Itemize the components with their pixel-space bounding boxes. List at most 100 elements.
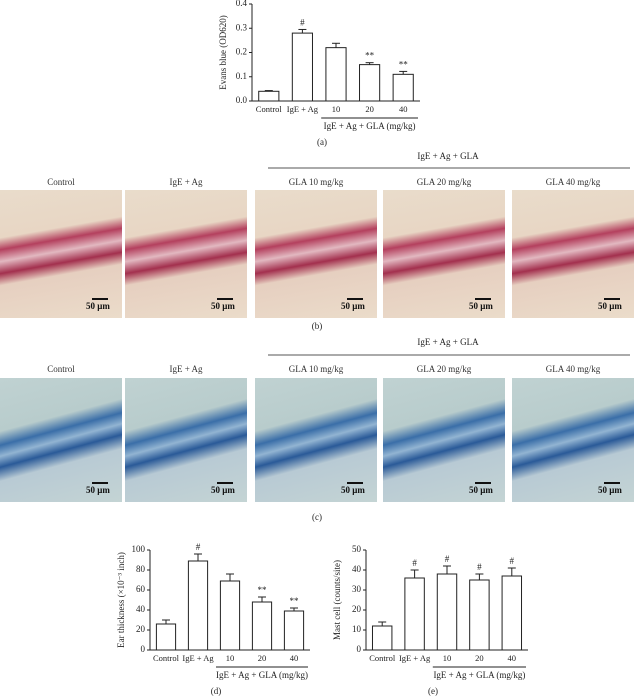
x-tick-label: 20 — [475, 653, 484, 663]
x-tick-label: 10 — [332, 104, 341, 114]
significance: # — [510, 556, 515, 566]
scale-label: 50 μm — [211, 485, 235, 495]
x-tick-label: 20 — [258, 653, 267, 663]
bar — [404, 577, 425, 651]
y-axis-label: Ear thickness (×10⁻³ inch) — [116, 552, 126, 648]
micrograph — [0, 190, 122, 318]
image-title: IgE + Ag — [169, 364, 203, 374]
x-tick-label: 40 — [290, 653, 299, 663]
bar — [359, 64, 381, 102]
significance: ** — [290, 596, 300, 606]
y-tick-label: 0.3 — [236, 22, 248, 32]
scale-bar — [347, 482, 363, 484]
y-tick-label: 100 — [132, 544, 146, 554]
group-label: IgE + Ag + GLA (mg/kg) — [433, 670, 525, 680]
bar — [219, 580, 241, 651]
scale-label: 50 μm — [341, 301, 365, 311]
bar — [392, 73, 414, 102]
x-tick-label: IgE + Ag — [182, 653, 214, 663]
scale-bar — [92, 298, 108, 300]
bar — [501, 575, 523, 651]
panel-label: (a) — [317, 137, 327, 147]
y-tick-label: 50 — [352, 544, 362, 554]
micrograph — [0, 378, 122, 502]
x-tick-label: 40 — [508, 653, 517, 663]
x-tick-label: 40 — [399, 104, 408, 114]
image-title: Control — [47, 177, 75, 187]
significance: # — [477, 562, 482, 572]
y-tick-label: 0.4 — [236, 0, 248, 8]
bar — [325, 47, 347, 102]
micrograph — [255, 378, 377, 502]
y-tick-label: 0.2 — [236, 47, 247, 57]
y-tick-label: 40 — [352, 564, 362, 574]
bar — [436, 573, 458, 651]
scale-label: 50 μm — [598, 301, 622, 311]
bar — [469, 579, 490, 651]
bar — [155, 623, 177, 651]
y-tick-label: 30 — [352, 584, 362, 594]
scale-bar — [217, 482, 233, 484]
y-tick-label: 20 — [136, 624, 146, 634]
y-tick-label: 80 — [136, 564, 146, 574]
bar — [258, 90, 280, 102]
group-label: IgE + Ag + GLA — [417, 151, 479, 161]
image-title: GLA 10 mg/kg — [288, 177, 344, 187]
y-tick-label: 60 — [136, 584, 146, 594]
micrograph — [125, 378, 247, 502]
group-label: IgE + Ag + GLA — [417, 337, 479, 347]
scale-label: 50 μm — [211, 301, 235, 311]
micrograph — [125, 190, 247, 318]
significance: # — [412, 558, 417, 568]
y-tick-label: 40 — [136, 604, 146, 614]
x-tick-label: 10 — [443, 653, 452, 663]
scale-label: 50 μm — [469, 301, 493, 311]
panel-label: (e) — [428, 686, 438, 696]
image-title: GLA 40 mg/kg — [545, 177, 601, 187]
x-tick-label: 10 — [226, 653, 235, 663]
bar — [187, 560, 209, 651]
y-tick-label: 0 — [141, 644, 146, 654]
image-title: GLA 40 mg/kg — [545, 364, 601, 374]
panel-label: (d) — [211, 686, 222, 696]
panel-label: (c) — [312, 512, 322, 522]
y-tick-label: 0 — [357, 644, 362, 654]
y-tick-label: 0.0 — [236, 95, 248, 105]
x-tick-label: Control — [153, 653, 180, 663]
scale-bar — [475, 482, 491, 484]
bar — [371, 625, 393, 651]
image-title: GLA 10 mg/kg — [288, 364, 344, 374]
image-title: GLA 20 mg/kg — [416, 177, 472, 187]
panel-label: (b) — [312, 321, 323, 331]
y-tick-label: 10 — [352, 624, 362, 634]
scale-bar — [475, 298, 491, 300]
significance: # — [196, 542, 201, 552]
scale-bar — [604, 482, 620, 484]
micrograph — [383, 190, 505, 318]
scale-bar — [92, 482, 108, 484]
scale-label: 50 μm — [469, 485, 493, 495]
significance: # — [445, 554, 450, 564]
micrograph — [512, 378, 634, 502]
micrograph — [383, 378, 505, 502]
group-label: IgE + Ag + GLA (mg/kg) — [324, 121, 416, 131]
scale-label: 50 μm — [86, 301, 110, 311]
x-tick-label: Control — [256, 104, 283, 114]
x-tick-label: 20 — [365, 104, 374, 114]
bar — [291, 32, 313, 102]
x-tick-label: Control — [369, 653, 396, 663]
image-title: GLA 20 mg/kg — [416, 364, 472, 374]
scale-label: 50 μm — [341, 485, 365, 495]
micrograph — [512, 190, 634, 318]
x-tick-label: IgE + Ag — [399, 653, 431, 663]
scale-label: 50 μm — [86, 485, 110, 495]
micrograph — [255, 190, 377, 318]
significance: ** — [258, 585, 268, 595]
bar — [283, 610, 305, 651]
group-label: IgE + Ag + GLA (mg/kg) — [216, 670, 308, 680]
scale-bar — [604, 298, 620, 300]
image-title: IgE + Ag — [169, 177, 203, 187]
image-title: Control — [47, 364, 75, 374]
